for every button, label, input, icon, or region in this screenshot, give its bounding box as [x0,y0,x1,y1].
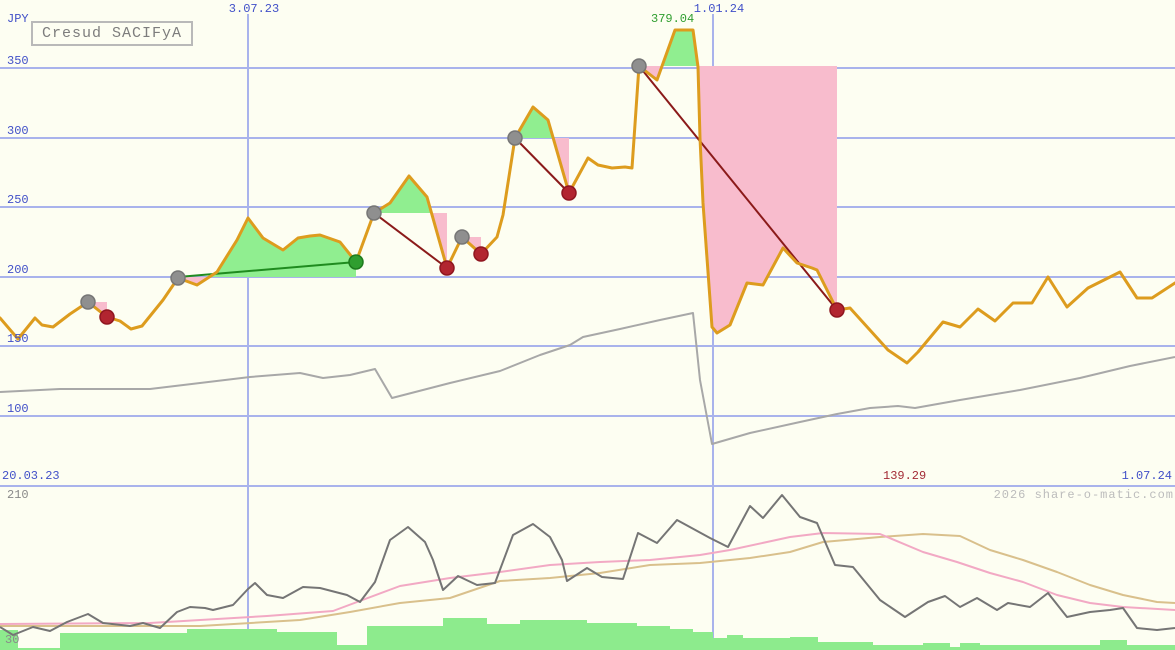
lower-scale-top-label: 210 [7,488,29,502]
y-axis-label-350: 350 [7,54,29,68]
zigzag-down-fill [180,277,207,285]
y-axis-label-150: 150 [7,332,29,346]
price-line [0,28,1175,365]
zigzag-up-fill [662,30,698,66]
ma-line [0,312,1175,445]
zigzag-pivot-dot-red [473,246,489,262]
zigzag-up-fill [515,107,553,138]
watermark: 2026 share-o-matic.com [993,488,1174,502]
zigzag-trough-price-label: 139.29 [883,469,927,483]
y-axis-label-250: 250 [7,193,29,207]
zigzag-pivot-dot-red [439,260,455,276]
pink-signal-line [0,532,1175,625]
bottom-date-label: 1.07.24 [1121,469,1172,483]
currency-label: JPY [7,12,29,26]
volume-area [0,618,1175,650]
zigzag-pivot-dot-red [561,185,577,201]
zigzag-pivot-dot-red [829,302,845,318]
zigzag-pivot-dot-gray [454,229,470,245]
zigzag-up-fill [207,218,356,277]
zigzag-pivot-dot-gray [366,205,382,221]
lower-scale-bottom-label: 30 [5,633,20,647]
zigzag-trend-up-line [177,261,357,278]
instrument-title: Cresud SACIFyA [31,21,194,46]
zigzag-peak-price-label: 379.04 [651,12,695,26]
zigzag-pivot-dot-gray [170,270,186,286]
zigzag-trend-down-line [514,137,570,194]
top-date-label: 3.07.23 [228,2,280,16]
y-axis-label-100: 100 [7,402,29,416]
zigzag-pivot-dot-green [348,254,364,270]
top-date-label: 1.01.24 [693,2,745,16]
zigzag-trend-down-line [373,212,448,269]
zigzag-down-fill [698,66,837,333]
zigzag-pivot-dot-gray [80,294,96,310]
zigzag-pivot-dot-gray [507,130,523,146]
zigzag-trend-down-line [638,65,838,311]
bottom-date-label: 20.03.23 [2,469,60,483]
oscillator-line [0,494,1175,636]
zigzag-pivot-dot-gray [631,58,647,74]
y-axis-label-300: 300 [7,124,29,138]
tan-signal-line [0,533,1175,627]
y-axis-label-200: 200 [7,263,29,277]
zigzag-pivot-dot-red [99,309,115,325]
